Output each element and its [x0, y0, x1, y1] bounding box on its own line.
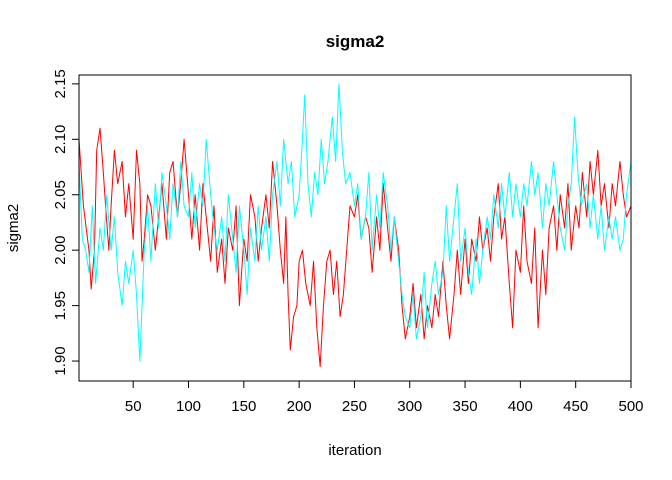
x-axis: 50 100 150 200 250 300 350 400 450 500 — [125, 381, 644, 415]
x-tick-label: 200 — [287, 398, 312, 415]
x-tick-label: 150 — [231, 398, 256, 415]
series-lines — [78, 83, 632, 368]
plot-frame — [78, 74, 632, 382]
x-axis-title: iteration — [328, 442, 381, 459]
y-axis-title: sigma2 — [5, 204, 22, 252]
y-tick-label: 2.15 — [52, 69, 69, 98]
y-tick-label: 2.00 — [52, 236, 69, 265]
x-tick-label: 350 — [453, 398, 478, 415]
chart-title: sigma2 — [326, 32, 385, 51]
x-tick-label: 400 — [508, 398, 533, 415]
x-tick-label: 300 — [397, 398, 422, 415]
x-tick-label: 100 — [176, 398, 201, 415]
series-line-1 — [78, 127, 632, 368]
y-tick-label: 1.90 — [52, 346, 69, 375]
x-tick-label: 500 — [618, 398, 643, 415]
y-tick-label: 1.95 — [52, 291, 69, 320]
x-tick-label: 250 — [342, 398, 367, 415]
y-tick-label: 2.05 — [52, 180, 69, 209]
y-axis: 1.90 1.95 2.00 2.05 2.10 2.15 — [52, 69, 79, 376]
y-tick-label: 2.10 — [52, 125, 69, 154]
x-tick-label: 450 — [563, 398, 588, 415]
x-tick-label: 50 — [125, 398, 142, 415]
series-line-2 — [78, 83, 632, 362]
plot-area — [78, 74, 632, 382]
